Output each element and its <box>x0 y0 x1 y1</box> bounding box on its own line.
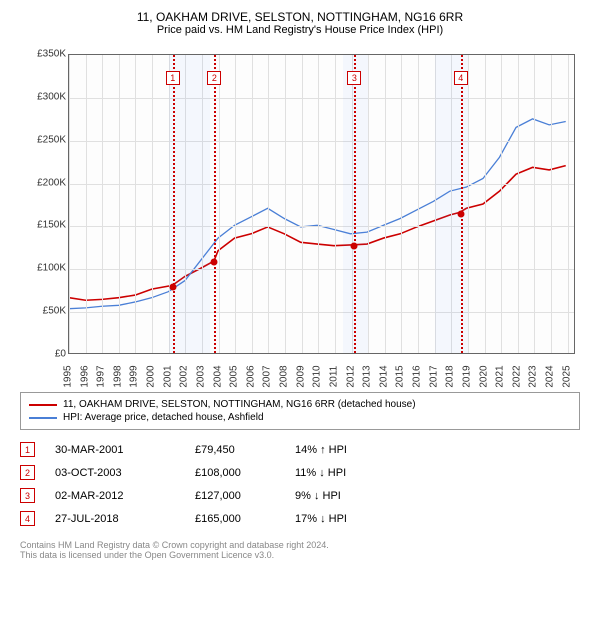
marker-label: 2 <box>207 71 221 85</box>
x-tick-label: 2021 <box>495 362 506 392</box>
marker-dot <box>351 243 358 250</box>
y-tick-label: £150K <box>22 220 66 231</box>
marker-label: 4 <box>454 71 468 85</box>
x-tick-label: 2014 <box>378 362 389 392</box>
x-tick-label: 2020 <box>478 362 489 392</box>
x-tick-label: 1998 <box>112 362 123 392</box>
marker-dot <box>457 210 464 217</box>
legend-swatch <box>29 404 57 406</box>
chart-container: £0 £50K £100K £150K £200K £250K £300K £350K 1 2 3… <box>20 44 580 384</box>
marker-dot <box>169 283 176 290</box>
x-tick-label: 2008 <box>279 362 290 392</box>
x-tick-label: 2017 <box>428 362 439 392</box>
chart-subtitle: Price paid vs. HM Land Registry's House … <box>10 24 590 36</box>
x-tick-label: 2005 <box>229 362 240 392</box>
x-tick-label: 2012 <box>345 362 356 392</box>
marker-dot <box>211 259 218 266</box>
sale-date: 30-MAR-2001 <box>55 444 175 456</box>
x-tick-label: 2015 <box>395 362 406 392</box>
sales-table: 1 30-MAR-2001 £79,450 14% ↑ HPI 2 03-OCT-2003… <box>20 438 580 530</box>
sale-row: 2 03-OCT-2003 £108,000 11% ↓ HPI <box>20 461 580 484</box>
legend-item: HPI: Average price, detached house, Ashf… <box>29 411 571 424</box>
x-tick-label: 2018 <box>445 362 456 392</box>
x-tick-label: 2004 <box>212 362 223 392</box>
sale-marker: 1 <box>20 442 35 457</box>
sale-marker: 3 <box>20 488 35 503</box>
x-tick-label: 2001 <box>162 362 173 392</box>
x-tick-label: 2000 <box>146 362 157 392</box>
legend: 11, OAKHAM DRIVE, SELSTON, NOTTINGHAM, N… <box>20 392 580 430</box>
x-tick-label: 1996 <box>79 362 90 392</box>
x-tick-label: 2023 <box>528 362 539 392</box>
x-tick-label: 2019 <box>461 362 472 392</box>
marker-label: 1 <box>166 71 180 85</box>
footer-line: Contains HM Land Registry data © Crown c… <box>20 540 580 550</box>
footer: Contains HM Land Registry data © Crown c… <box>20 540 580 560</box>
y-tick-label: £250K <box>22 134 66 145</box>
sale-price: £108,000 <box>195 467 275 479</box>
sale-row: 1 30-MAR-2001 £79,450 14% ↑ HPI <box>20 438 580 461</box>
y-tick-label: £200K <box>22 177 66 188</box>
x-tick-label: 2006 <box>245 362 256 392</box>
x-tick-label: 1999 <box>129 362 140 392</box>
sale-diff: 9% ↓ HPI <box>295 490 341 502</box>
sale-diff: 11% ↓ HPI <box>295 467 346 479</box>
x-tick-label: 2010 <box>312 362 323 392</box>
x-tick-label: 1995 <box>63 362 74 392</box>
sale-row: 4 27-JUL-2018 £165,000 17% ↓ HPI <box>20 507 580 530</box>
sale-marker: 4 <box>20 511 35 526</box>
legend-label: HPI: Average price, detached house, Ashf… <box>63 412 264 423</box>
footer-line: This data is licensed under the Open Gov… <box>20 550 580 560</box>
line-canvas <box>69 55 574 353</box>
x-tick-label: 2011 <box>328 362 339 392</box>
legend-label: 11, OAKHAM DRIVE, SELSTON, NOTTINGHAM, N… <box>63 399 416 410</box>
sale-price: £79,450 <box>195 444 275 456</box>
legend-item: 11, OAKHAM DRIVE, SELSTON, NOTTINGHAM, N… <box>29 398 571 411</box>
sale-price: £127,000 <box>195 490 275 502</box>
y-tick-label: £50K <box>22 306 66 317</box>
x-tick-label: 2025 <box>561 362 572 392</box>
x-tick-label: 2016 <box>412 362 423 392</box>
x-tick-label: 1997 <box>96 362 107 392</box>
sale-row: 3 02-MAR-2012 £127,000 9% ↓ HPI <box>20 484 580 507</box>
sale-date: 27-JUL-2018 <box>55 513 175 525</box>
sale-price: £165,000 <box>195 513 275 525</box>
y-tick-label: £100K <box>22 263 66 274</box>
sale-date: 03-OCT-2003 <box>55 467 175 479</box>
y-tick-label: £350K <box>22 49 66 60</box>
x-tick-label: 2024 <box>545 362 556 392</box>
legend-swatch <box>29 417 57 419</box>
sale-diff: 17% ↓ HPI <box>295 513 347 525</box>
x-tick-label: 2009 <box>295 362 306 392</box>
x-tick-label: 2013 <box>362 362 373 392</box>
marker-label: 3 <box>347 71 361 85</box>
y-tick-label: £300K <box>22 91 66 102</box>
x-tick-label: 2007 <box>262 362 273 392</box>
x-tick-label: 2022 <box>511 362 522 392</box>
chart-title: 11, OAKHAM DRIVE, SELSTON, NOTTINGHAM, N… <box>10 10 590 24</box>
plot-area: 1 2 3 4 <box>68 54 575 354</box>
sale-diff: 14% ↑ HPI <box>295 444 347 456</box>
x-tick-label: 2002 <box>179 362 190 392</box>
y-tick-label: £0 <box>22 349 66 360</box>
sale-marker: 2 <box>20 465 35 480</box>
x-tick-label: 2003 <box>195 362 206 392</box>
sale-date: 02-MAR-2012 <box>55 490 175 502</box>
